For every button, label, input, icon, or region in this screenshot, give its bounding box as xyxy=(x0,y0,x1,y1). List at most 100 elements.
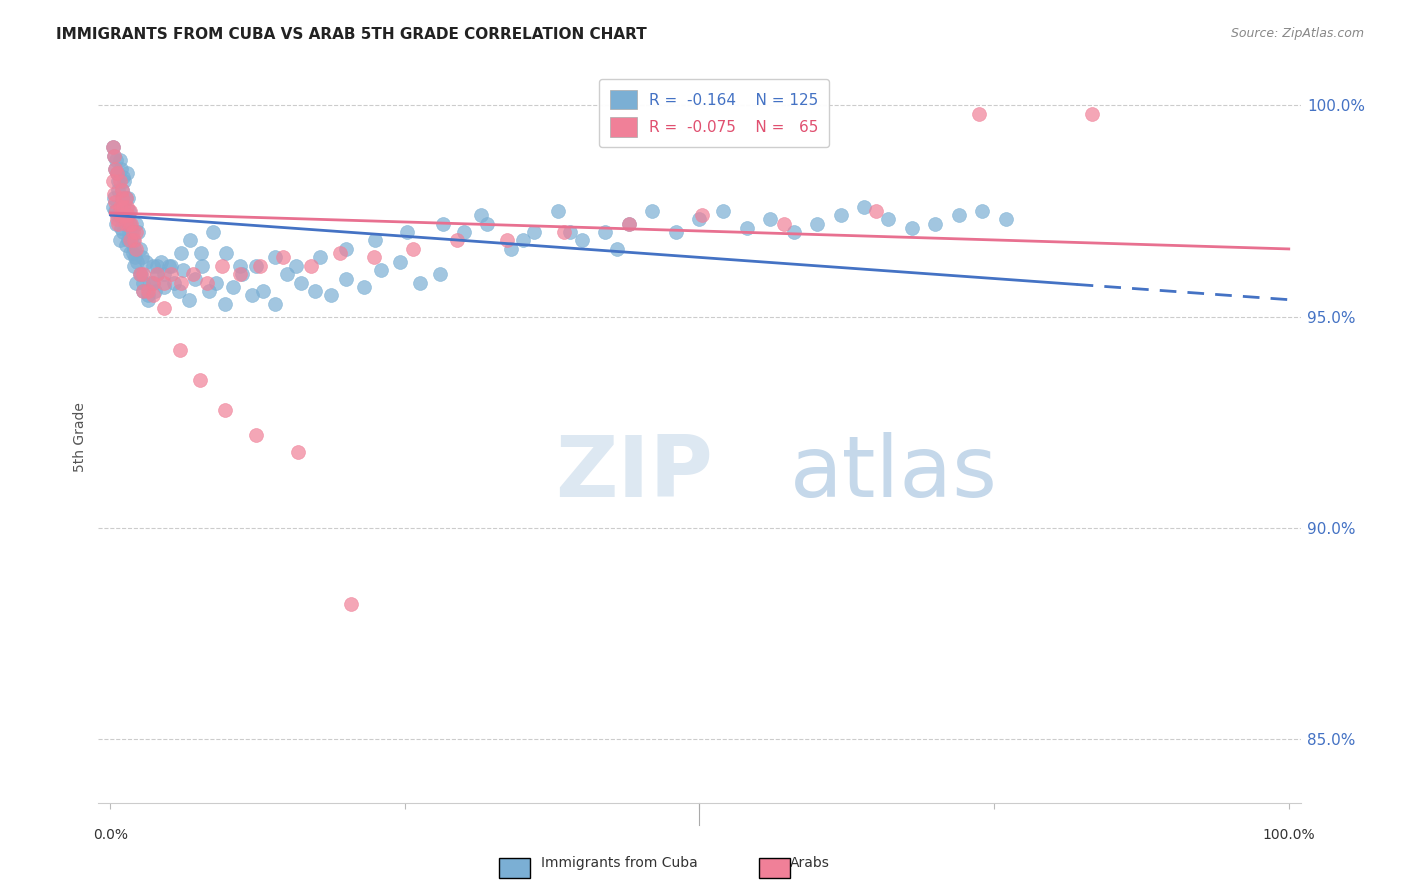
Point xyxy=(136,284,159,298)
Point xyxy=(249,259,271,273)
Point xyxy=(170,246,193,260)
Point xyxy=(402,242,425,256)
Point xyxy=(120,225,142,239)
Point xyxy=(245,428,267,442)
Point xyxy=(110,161,132,176)
Point xyxy=(214,297,236,311)
Point xyxy=(118,225,141,239)
Point xyxy=(136,288,159,302)
Point xyxy=(120,217,142,231)
Point xyxy=(105,217,128,231)
Point xyxy=(122,242,145,256)
Point xyxy=(496,234,519,248)
Point xyxy=(122,259,145,273)
Point xyxy=(101,174,124,188)
Point xyxy=(103,149,125,163)
Point xyxy=(181,268,204,282)
Point xyxy=(110,220,132,235)
Point xyxy=(617,217,640,231)
Point xyxy=(285,259,308,273)
Point xyxy=(806,217,828,231)
Point xyxy=(179,293,201,307)
Point xyxy=(499,242,522,256)
Point xyxy=(865,203,887,218)
Point xyxy=(115,166,138,180)
Point xyxy=(205,276,228,290)
Point xyxy=(409,276,432,290)
Point xyxy=(319,288,342,302)
Point xyxy=(105,153,128,168)
Point xyxy=(110,208,132,222)
Y-axis label: 5th Grade: 5th Grade xyxy=(73,402,87,472)
Point xyxy=(170,276,193,290)
Point xyxy=(593,225,616,239)
Point xyxy=(264,251,287,265)
Point xyxy=(121,225,143,239)
Point xyxy=(994,212,1017,227)
Point xyxy=(335,271,357,285)
Text: Arabs: Arabs xyxy=(790,855,830,870)
Point xyxy=(104,195,127,210)
Point xyxy=(125,276,148,290)
Point xyxy=(245,259,267,273)
Point xyxy=(571,234,593,248)
Point xyxy=(117,234,139,248)
Point xyxy=(115,217,138,231)
Point xyxy=(157,259,180,273)
Point xyxy=(689,212,711,227)
Point xyxy=(124,251,146,265)
Point xyxy=(125,242,148,256)
Point xyxy=(142,276,165,290)
Point xyxy=(142,276,165,290)
Point xyxy=(195,276,218,290)
Point xyxy=(211,259,233,273)
Point xyxy=(120,234,142,248)
Point xyxy=(108,200,131,214)
Point xyxy=(153,301,176,315)
Point xyxy=(240,288,263,302)
Point xyxy=(329,246,352,260)
Point xyxy=(118,217,141,231)
Text: 100.0%: 100.0% xyxy=(1263,828,1315,842)
Point xyxy=(773,217,796,231)
Point xyxy=(198,284,221,298)
Point xyxy=(229,268,252,282)
Point xyxy=(690,208,713,222)
Point xyxy=(118,203,141,218)
Point xyxy=(389,254,412,268)
Point xyxy=(120,234,142,248)
Point xyxy=(114,191,136,205)
Point xyxy=(432,217,454,231)
Point xyxy=(111,183,134,197)
Point xyxy=(453,225,475,239)
Point xyxy=(146,259,169,273)
Point xyxy=(111,191,134,205)
Point xyxy=(304,284,326,298)
Point xyxy=(229,259,252,273)
Point xyxy=(547,203,569,218)
Point xyxy=(153,280,176,294)
Point xyxy=(107,174,129,188)
Point xyxy=(121,234,143,248)
Point xyxy=(396,225,419,239)
Point xyxy=(146,268,169,282)
Point xyxy=(105,212,128,227)
Point xyxy=(446,234,468,248)
Point xyxy=(617,217,640,231)
Point xyxy=(711,203,734,218)
Point xyxy=(877,212,900,227)
Point xyxy=(222,280,245,294)
Point xyxy=(353,280,375,294)
Point xyxy=(135,254,157,268)
Text: Immigrants from Cuba: Immigrants from Cuba xyxy=(541,855,697,870)
Point xyxy=(972,203,994,218)
Point xyxy=(128,268,150,282)
Point xyxy=(214,402,236,417)
Point xyxy=(179,234,201,248)
Point xyxy=(190,246,212,260)
Point xyxy=(129,268,152,282)
Point xyxy=(169,343,191,358)
Point xyxy=(111,183,134,197)
Point xyxy=(105,203,128,218)
Point xyxy=(309,251,332,265)
